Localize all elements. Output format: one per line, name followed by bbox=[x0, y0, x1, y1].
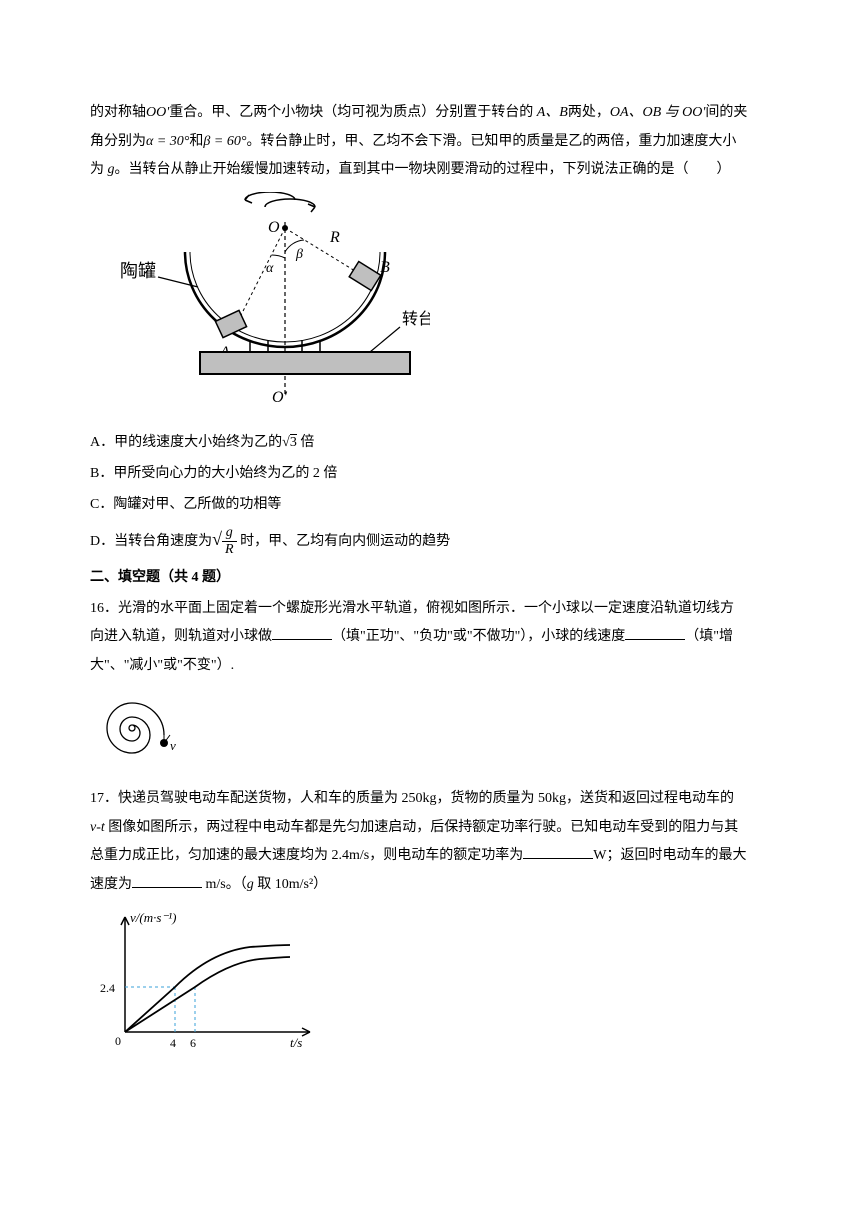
intro-line3: 为 g。当转台从静止开始缓慢加速转动，直到其中一物块刚要滑动的过程中，下列说法正… bbox=[90, 157, 770, 184]
sqrt-val: 3 bbox=[290, 434, 297, 450]
text: 倍 bbox=[297, 435, 315, 450]
svg-text:转台: 转台 bbox=[402, 310, 430, 328]
svg-text:6: 6 bbox=[190, 1036, 196, 1050]
svg-text:O: O bbox=[268, 219, 280, 236]
svg-text:4: 4 bbox=[170, 1036, 176, 1050]
svg-text:α: α bbox=[266, 261, 274, 276]
intro-line2: 角分别为α = 30°和β = 60°。转台静止时，甲、乙均不会下滑。已知甲的质… bbox=[90, 129, 770, 156]
svg-text:t/s: t/s bbox=[290, 1035, 302, 1050]
figure-1: O R β α A B 转台 陶罐 O' bbox=[90, 192, 770, 423]
text: W；返回时电动车的最大 bbox=[593, 848, 746, 863]
blank-2 bbox=[625, 626, 685, 640]
q17-line1: 17．快递员驾驶电动车配送货物，人和车的质量为 250kg，货物的质量为 50k… bbox=[90, 786, 770, 813]
q17-line4: 速度为 m/s。（g 取 10m/s²） bbox=[90, 872, 770, 899]
option-A: A．甲的线速度大小始终为乙的√3 倍 bbox=[90, 430, 770, 457]
text: 。转台静止时，甲、乙均不会下滑。已知甲的质量是乙的两倍，重力加速度大小 bbox=[246, 134, 736, 149]
svg-text:β: β bbox=[295, 247, 303, 262]
svg-text:0: 0 bbox=[115, 1034, 121, 1048]
alpha: α = 30° bbox=[146, 134, 189, 149]
blank-3 bbox=[523, 845, 593, 859]
text: 间的夹 bbox=[705, 105, 747, 120]
text: 速度为 bbox=[90, 877, 132, 892]
blank-1 bbox=[272, 626, 332, 640]
text: 取 10m/s²） bbox=[254, 877, 327, 892]
option-C: C．陶罐对甲、乙所做的功相等 bbox=[90, 492, 770, 519]
g: g bbox=[108, 162, 115, 177]
text: 。当转台从静止开始缓慢加速转动，直到其中一物块刚要滑动的过程中，下列说法正确的是… bbox=[115, 162, 731, 177]
text: 两处， bbox=[568, 105, 610, 120]
blank-4 bbox=[132, 874, 202, 888]
text: 的对称轴 bbox=[90, 105, 146, 120]
text: 重合。甲、乙两个小物块（均可视为质点）分别置于转台的 bbox=[169, 105, 537, 120]
svg-text:B: B bbox=[380, 259, 390, 276]
q17-line2: v-t 图像如图所示，两过程中电动车都是先匀加速启动，后保持额定功率行驶。已知电… bbox=[90, 815, 770, 842]
text: 16．光滑的水平面上固定着一个螺旋形光滑水平轨道，俯视如图所示．一个小球以一定速… bbox=[90, 601, 734, 616]
segments: OA、OB 与 OO' bbox=[610, 105, 706, 120]
beta: β = 60° bbox=[203, 134, 246, 149]
text: 角分别为 bbox=[90, 134, 146, 149]
text: 图像如图所示，两过程中电动车都是先匀加速启动，后保持额定功率行驶。已知电动车受到… bbox=[105, 820, 739, 835]
text: 向进入轨道，则轨道对小球做 bbox=[90, 629, 272, 644]
section-2-title: 二、填空题（共 4 题） bbox=[90, 565, 770, 592]
q17-line3: 总重力成正比，匀加速的最大速度均为 2.4m/s，则电动车的额定功率为 W；返回时… bbox=[90, 843, 770, 870]
svg-text:2.4: 2.4 bbox=[100, 981, 115, 995]
text: 为 bbox=[90, 162, 108, 177]
vt: v-t bbox=[90, 820, 105, 835]
axis: OO' bbox=[146, 105, 169, 120]
text: （填"正功"、"负功"或"不做功"），小球的线速度 bbox=[332, 629, 625, 644]
q16-line3: 大"、"减小"或"不变"）. bbox=[90, 653, 770, 680]
g: g bbox=[247, 877, 254, 892]
text: D．当转台角速度为 bbox=[90, 534, 212, 549]
text: 时，甲、乙均有向内侧运动的趋势 bbox=[240, 534, 450, 549]
text: B．甲所受向心力的大小始终为乙的 2 倍 bbox=[90, 466, 337, 481]
text: m/s。（ bbox=[202, 877, 247, 892]
q16-line1: 16．光滑的水平面上固定着一个螺旋形光滑水平轨道，俯视如图所示．一个小球以一定速… bbox=[90, 596, 770, 623]
option-B: B．甲所受向心力的大小始终为乙的 2 倍 bbox=[90, 461, 770, 488]
text: A．甲的线速度大小始终为乙的 bbox=[90, 435, 282, 450]
text: （填"增 bbox=[685, 629, 733, 644]
intro-line1: 的对称轴OO'重合。甲、乙两个小物块（均可视为质点）分别置于转台的 A、B两处，… bbox=[90, 100, 770, 127]
svg-text:O': O' bbox=[272, 389, 288, 406]
frac: gR bbox=[222, 525, 237, 560]
figure-2: v bbox=[90, 688, 770, 779]
q16-line2: 向进入轨道，则轨道对小球做 （填"正功"、"负功"或"不做功"），小球的线速度 （填… bbox=[90, 624, 770, 651]
text: 17．快递员驾驶电动车配送货物，人和车的质量为 250kg，货物的质量为 50k… bbox=[90, 791, 734, 806]
text: 和 bbox=[189, 134, 203, 149]
text: 大"、"减小"或"不变"）. bbox=[90, 658, 234, 673]
svg-text:v: v bbox=[170, 738, 176, 753]
points: A、B bbox=[537, 105, 568, 120]
svg-text:陶罐: 陶罐 bbox=[120, 261, 156, 281]
text: 总重力成正比，匀加速的最大速度均为 2.4m/s，则电动车的额定功率为 bbox=[90, 848, 523, 863]
option-D: D．当转台角速度为√gR 时，甲、乙均有向内侧运动的趋势 bbox=[90, 522, 770, 559]
svg-text:v/(m·s⁻¹): v/(m·s⁻¹) bbox=[130, 910, 177, 925]
figure-3: v/(m·s⁻¹) t/s 2.4 0 4 6 bbox=[90, 907, 770, 1068]
text: C．陶罐对甲、乙所做的功相等 bbox=[90, 497, 281, 512]
svg-text:R: R bbox=[329, 229, 340, 246]
